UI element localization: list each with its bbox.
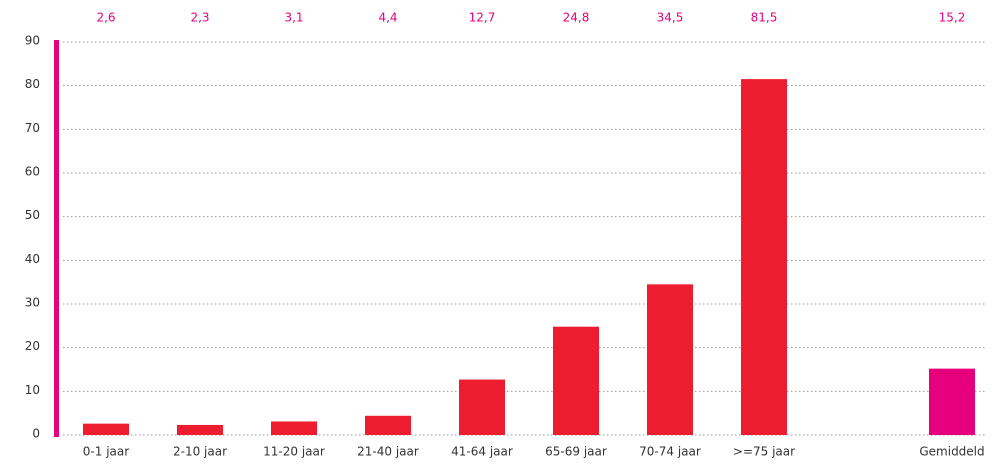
bar xyxy=(365,415,411,435)
y-tick-label: 40 xyxy=(25,252,40,266)
bar xyxy=(177,424,223,435)
value-label: 12,7 xyxy=(469,11,496,25)
y-tick-label: 70 xyxy=(25,121,40,135)
x-tick-label: 70-74 jaar xyxy=(639,445,701,459)
bar xyxy=(553,326,599,435)
value-label: 2,6 xyxy=(96,11,115,25)
y-tick-label: 10 xyxy=(25,383,40,397)
x-tick-label: 2-10 jaar xyxy=(173,445,227,459)
bar xyxy=(271,421,317,435)
value-label: 4,4 xyxy=(378,11,397,25)
y-tick-label: 20 xyxy=(25,339,40,353)
x-tick-label: Gemiddeld xyxy=(919,445,984,459)
bar xyxy=(929,368,975,435)
x-tick-label: 65-69 jaar xyxy=(545,445,607,459)
y-tick-label: 60 xyxy=(25,165,40,179)
x-tick-label: 41-64 jaar xyxy=(451,445,513,459)
bar xyxy=(741,79,787,435)
value-label: 3,1 xyxy=(284,11,303,25)
y-tick-label: 0 xyxy=(32,427,40,441)
y-tick-label: 80 xyxy=(25,77,40,91)
value-label: 34,5 xyxy=(657,11,684,25)
value-label: 2,3 xyxy=(190,11,209,25)
x-tick-label: >=75 jaar xyxy=(733,445,795,459)
y-axis-bar xyxy=(54,40,59,437)
bar xyxy=(459,379,505,435)
y-tick-label: 90 xyxy=(25,34,40,48)
y-tick-label: 50 xyxy=(25,208,40,222)
x-tick-label: 11-20 jaar xyxy=(263,445,325,459)
value-label: 81,5 xyxy=(751,11,778,25)
y-tick-label: 30 xyxy=(25,296,40,310)
value-label: 24,8 xyxy=(563,11,590,25)
value-label: 15,2 xyxy=(939,11,966,25)
bar xyxy=(647,284,693,435)
x-tick-label: 21-40 jaar xyxy=(357,445,419,459)
bar xyxy=(83,423,129,435)
x-tick-label: 0-1 jaar xyxy=(83,445,129,459)
